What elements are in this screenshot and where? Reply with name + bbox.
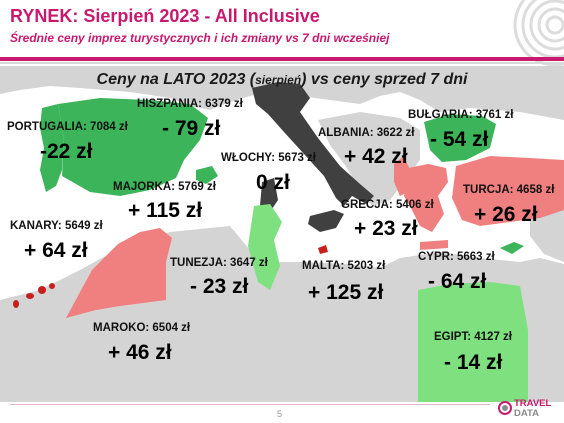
region-mallorca xyxy=(196,166,218,184)
region-morocco xyxy=(66,228,172,318)
region-tunisia xyxy=(248,204,282,290)
destination-change-tunezja: - 23 zł xyxy=(190,275,249,298)
destination-label-hiszpania: HISZPANIA: 6379 zł xyxy=(137,98,243,110)
region-portugal xyxy=(40,104,64,192)
decorative-rings xyxy=(513,0,564,67)
destination-label-maroko: MAROKO: 6504 zł xyxy=(93,322,191,334)
destination-label-majorka: MAJORKA: 5769 zł xyxy=(113,181,216,193)
destination-label-albania: ALBANIA: 3622 zł xyxy=(318,127,415,139)
destination-change-kanary: + 64 zł xyxy=(24,239,88,262)
destination-label-kanary: KANARY: 5649 zł xyxy=(10,220,103,232)
destination-label-turcja: TURCJA: 4658 zł xyxy=(463,184,555,196)
region-sardinia xyxy=(260,178,278,212)
region-canary-islands xyxy=(13,283,55,308)
destination-change-egipt: - 14 zł xyxy=(444,351,503,374)
destination-change-wlochy: 0 zł xyxy=(256,171,290,194)
region-spain xyxy=(58,98,208,196)
destination-label-bulgaria: BUŁGARIA: 3761 zł xyxy=(408,109,514,121)
destination-change-hiszpania: - 79 zł xyxy=(162,117,221,140)
logo-text-line1: TRAVEL xyxy=(514,398,552,409)
region-greece xyxy=(404,164,448,232)
page-subtitle: Średnie ceny imprez turystycznych i ich … xyxy=(10,31,390,45)
destination-label-portugalia: PORTUGALIA: 7084 zł xyxy=(7,121,128,133)
logo-text-line2: DATA xyxy=(514,408,539,419)
destination-label-grecja: GRECJA: 5406 zł xyxy=(341,199,434,211)
region-crete xyxy=(420,240,448,250)
destination-change-albania: + 42 zł xyxy=(344,145,408,168)
footer-divider xyxy=(10,404,490,405)
header-divider-secondary xyxy=(0,62,564,64)
map-heading-part2: ) vs ceny sprzed 7 dni xyxy=(301,71,468,88)
destination-change-bulgaria: - 54 zł xyxy=(430,128,489,151)
destination-change-portugalia: -22 zł xyxy=(40,140,93,163)
logo-ring-icon xyxy=(498,401,512,415)
destination-label-tunezja: TUNEZJA: 3647 zł xyxy=(170,257,268,269)
region-bulgaria xyxy=(424,114,496,162)
logo-dot-icon xyxy=(502,405,508,411)
destination-label-wlochy: WŁOCHY: 5673 zł xyxy=(221,152,316,164)
header-divider xyxy=(0,57,564,61)
region-sicily xyxy=(308,210,344,232)
destination-label-malta: MALTA: 5203 zł xyxy=(302,260,386,272)
page-title: RYNEK: Sierpień 2023 - All Inclusive xyxy=(10,6,320,26)
destination-change-majorka: + 115 zł xyxy=(128,199,203,222)
region-cyprus xyxy=(500,242,524,254)
map-heading: Ceny na LATO 2023 (sierpień) vs ceny spr… xyxy=(0,71,564,89)
map-heading-part1: Ceny na LATO 2023 ( xyxy=(96,71,256,88)
map-heading-month: sierpień xyxy=(255,73,302,87)
region-italy xyxy=(252,82,374,206)
region-malta xyxy=(318,245,328,254)
destination-change-malta: + 125 zł xyxy=(308,281,384,304)
travel-data-logo: TRAVEL DATA xyxy=(498,399,560,421)
destination-label-cypr: CYPR: 5663 zł xyxy=(418,251,495,263)
region-turkey xyxy=(452,156,564,226)
destination-label-egipt: EGIPT: 4127 zł xyxy=(434,331,512,343)
destination-change-grecja: + 23 zł xyxy=(354,217,418,240)
region-egypt xyxy=(418,282,528,402)
destination-change-turcja: + 26 zł xyxy=(474,203,538,226)
destination-change-cypr: - 64 zł xyxy=(428,270,487,293)
destination-change-maroko: + 46 zł xyxy=(108,341,172,364)
page-number: 5 xyxy=(277,409,283,419)
